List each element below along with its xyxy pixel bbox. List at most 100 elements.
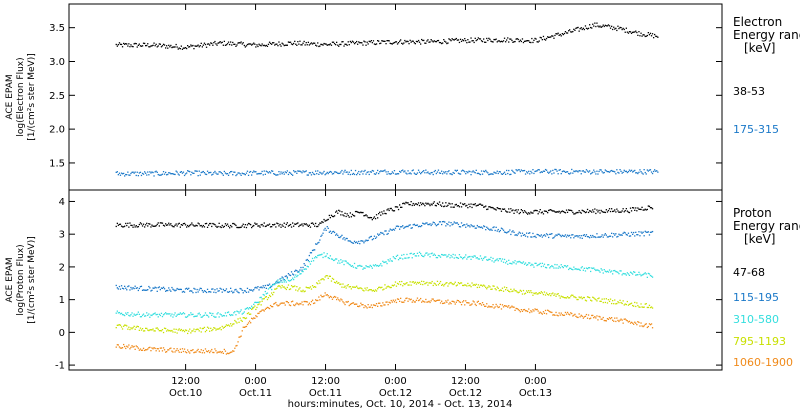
data-point: [190, 44, 192, 46]
data-point: [475, 39, 477, 42]
data-point: [514, 309, 516, 311]
data-point: [642, 173, 644, 175]
data-point: [154, 286, 156, 288]
data-point: [117, 324, 119, 326]
data-point: [512, 170, 514, 173]
data-point: [571, 234, 573, 236]
data-point: [639, 306, 641, 308]
data-point: [628, 274, 631, 276]
data-point: [173, 226, 175, 228]
data-point: [305, 223, 307, 225]
data-point: [428, 300, 430, 302]
data-point: [356, 40, 358, 43]
data-point: [499, 171, 501, 173]
data-point: [269, 42, 272, 45]
data-point: [317, 242, 319, 244]
data-point: [499, 289, 501, 291]
data-point: [222, 226, 224, 228]
proton-ylabel-line2: log(Proton Flux): [16, 244, 26, 315]
data-point: [383, 40, 385, 42]
data-point: [304, 44, 306, 46]
data-point: [630, 169, 633, 171]
data-point: [203, 42, 206, 44]
data-point: [369, 216, 371, 219]
data-point: [579, 237, 581, 239]
data-point: [377, 169, 379, 172]
data-point: [336, 280, 338, 283]
data-point: [182, 171, 185, 173]
data-point: [267, 307, 270, 309]
data-point: [386, 209, 388, 211]
data-point: [617, 210, 619, 212]
data-point: [651, 172, 654, 175]
data-point: [349, 240, 351, 242]
data-point: [123, 288, 125, 290]
data-point: [654, 169, 656, 171]
data-point: [460, 170, 463, 172]
data-point: [500, 173, 503, 175]
data-point: [324, 255, 326, 258]
data-point: [516, 291, 518, 293]
data-point: [547, 171, 549, 173]
data-point: [533, 266, 535, 268]
data-point: [224, 289, 227, 292]
data-point: [607, 24, 610, 26]
data-point: [456, 257, 458, 259]
data-point: [613, 270, 615, 272]
data-point: [553, 267, 555, 269]
data-point: [493, 261, 495, 263]
data-point: [561, 314, 563, 316]
data-point: [518, 212, 520, 215]
data-point: [181, 48, 184, 50]
data-point: [577, 26, 579, 29]
data-point: [219, 41, 221, 43]
data-point: [579, 170, 581, 172]
data-point: [641, 232, 643, 234]
data-point: [200, 331, 202, 333]
data-point: [226, 311, 229, 314]
data-point: [252, 43, 254, 45]
data-point: [161, 350, 164, 352]
data-point: [397, 283, 400, 285]
data-point: [238, 292, 240, 294]
data-point: [404, 39, 406, 42]
data-point: [591, 27, 593, 29]
data-point: [445, 171, 447, 173]
data-point: [148, 223, 150, 225]
data-point: [322, 256, 324, 259]
data-point: [584, 270, 587, 272]
data-point: [229, 352, 231, 354]
data-point: [265, 293, 267, 295]
data-point: [410, 298, 412, 300]
data-point: [423, 203, 425, 205]
data-point: [522, 170, 525, 172]
data-point: [294, 40, 296, 42]
data-point: [341, 299, 343, 301]
data-point: [565, 171, 568, 173]
data-point: [174, 290, 176, 292]
data-point: [302, 270, 304, 273]
data-point: [169, 224, 171, 226]
data-point: [388, 230, 390, 232]
data-point: [266, 224, 269, 226]
data-point: [131, 224, 133, 227]
data-point: [214, 327, 216, 329]
data-point: [494, 288, 496, 290]
data-point: [451, 38, 453, 40]
data-point: [455, 37, 457, 40]
data-point: [592, 234, 594, 237]
data-point: [436, 40, 439, 42]
data-point: [337, 297, 339, 299]
data-point: [445, 254, 447, 256]
data-point: [299, 302, 301, 305]
data-point: [304, 170, 306, 173]
data-point: [640, 171, 642, 173]
data-point: [387, 40, 389, 42]
data-point: [418, 225, 421, 227]
data-point: [214, 224, 216, 226]
data-point: [465, 300, 467, 302]
data-point: [428, 203, 430, 205]
data-point: [379, 264, 381, 266]
data-point: [244, 174, 246, 176]
data-point: [176, 171, 178, 173]
